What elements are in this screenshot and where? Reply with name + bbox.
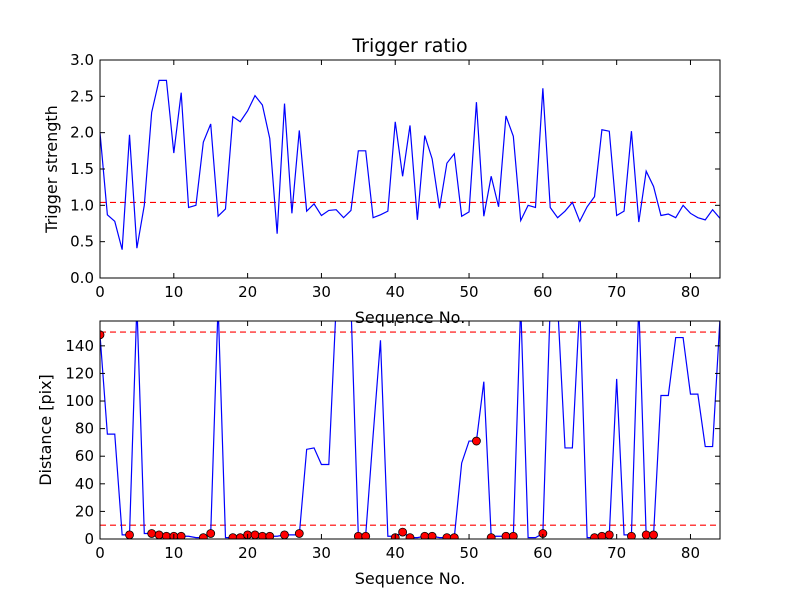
y-tick-label: 0.5 — [70, 233, 94, 251]
y-tick-label: 100 — [65, 392, 94, 410]
top-xlabel: Sequence No. — [355, 308, 466, 327]
bottom-plot-area — [100, 321, 720, 539]
data-point-marker — [294, 529, 304, 538]
data-point-marker — [361, 531, 371, 539]
data-point-marker — [508, 531, 518, 539]
bottom-xlabel: Sequence No. — [355, 569, 466, 588]
data-point-marker — [649, 530, 658, 539]
y-tick-label: 60 — [75, 447, 94, 465]
data-point-marker — [198, 533, 208, 539]
x-tick-label: 80 — [681, 544, 700, 562]
x-tick-label: 60 — [533, 283, 552, 301]
data-point-marker — [604, 530, 614, 539]
top-ticks: 0 10 20 30 40 50 60 70 80 0.0 0.5 1.0 1.5 2.0 2.5 3.0 — [70, 51, 720, 301]
bottom-ticks: 0 10 20 30 40 50 60 70 80 0 20 40 60 80 100 120 140 — [65, 321, 720, 562]
data-point-marker — [250, 530, 260, 539]
y-tick-label: 1.5 — [70, 160, 94, 178]
y-tick-label: 80 — [75, 420, 94, 438]
x-tick-label: 30 — [312, 544, 331, 562]
data-point-marker — [442, 533, 452, 539]
series-line — [100, 79, 720, 250]
x-tick-label: 0 — [95, 283, 105, 301]
bottom-ylabel: Distance [pix] — [36, 374, 55, 486]
data-point-marker — [486, 533, 496, 539]
x-tick-label: 40 — [386, 283, 405, 301]
data-point-marker — [398, 527, 408, 537]
data-point-marker — [472, 436, 481, 446]
x-tick-label: 50 — [460, 544, 479, 562]
y-tick-label: 0 — [84, 530, 94, 548]
bottom-panel: 0 10 20 30 40 50 60 70 80 0 20 40 60 80 100 120 140 Sequ… — [36, 320, 721, 588]
y-tick-label: 2.0 — [70, 124, 94, 142]
y-tick-label: 20 — [75, 502, 94, 520]
x-tick-label: 40 — [386, 544, 405, 562]
data-point-marker — [206, 529, 216, 538]
data-point-marker — [147, 529, 157, 538]
x-tick-label: 0 — [95, 544, 105, 562]
data-point-marker — [265, 531, 275, 539]
data-point-marker — [641, 530, 651, 539]
y-tick-label: 120 — [65, 364, 94, 382]
data-point-marker — [176, 531, 186, 539]
data-point-marker — [590, 533, 599, 539]
data-point-marker — [449, 533, 459, 539]
y-tick-label: 1.0 — [70, 196, 94, 214]
series-line — [100, 321, 720, 539]
x-tick-label: 60 — [533, 544, 552, 562]
x-tick-label: 80 — [681, 283, 700, 301]
x-tick-label: 20 — [238, 544, 257, 562]
data-point-marker — [405, 533, 415, 539]
data-point-marker — [125, 530, 134, 539]
x-tick-label: 70 — [607, 544, 626, 562]
data-point-marker — [627, 531, 636, 539]
y-tick-label: 0.0 — [70, 269, 94, 287]
x-tick-label: 70 — [607, 283, 626, 301]
x-tick-label: 10 — [164, 283, 183, 301]
top-panel: Trigger ratio 0 10 20 30 40 50 60 70 80 0.0 0.5 1.0… — [42, 35, 721, 327]
top-chart-title: Trigger ratio — [351, 35, 467, 57]
top-ylabel: Trigger strength — [42, 105, 61, 234]
top-plot-area — [100, 79, 720, 250]
y-tick-label: 40 — [75, 475, 94, 493]
data-point-marker — [228, 533, 238, 539]
data-point-marker — [427, 531, 437, 539]
data-point-marker — [154, 530, 164, 539]
top-axes-frame — [99, 59, 721, 279]
x-tick-label: 30 — [312, 283, 331, 301]
x-tick-label: 50 — [460, 283, 479, 301]
y-tick-label: 3.0 — [70, 51, 94, 69]
y-tick-label: 140 — [65, 337, 94, 355]
data-point-marker — [280, 530, 289, 539]
x-tick-label: 10 — [164, 544, 183, 562]
y-tick-label: 2.5 — [70, 87, 94, 105]
data-point-marker — [100, 330, 105, 340]
bottom-axes-frame — [99, 320, 721, 540]
x-tick-label: 20 — [238, 283, 257, 301]
data-point-marker — [235, 533, 245, 539]
